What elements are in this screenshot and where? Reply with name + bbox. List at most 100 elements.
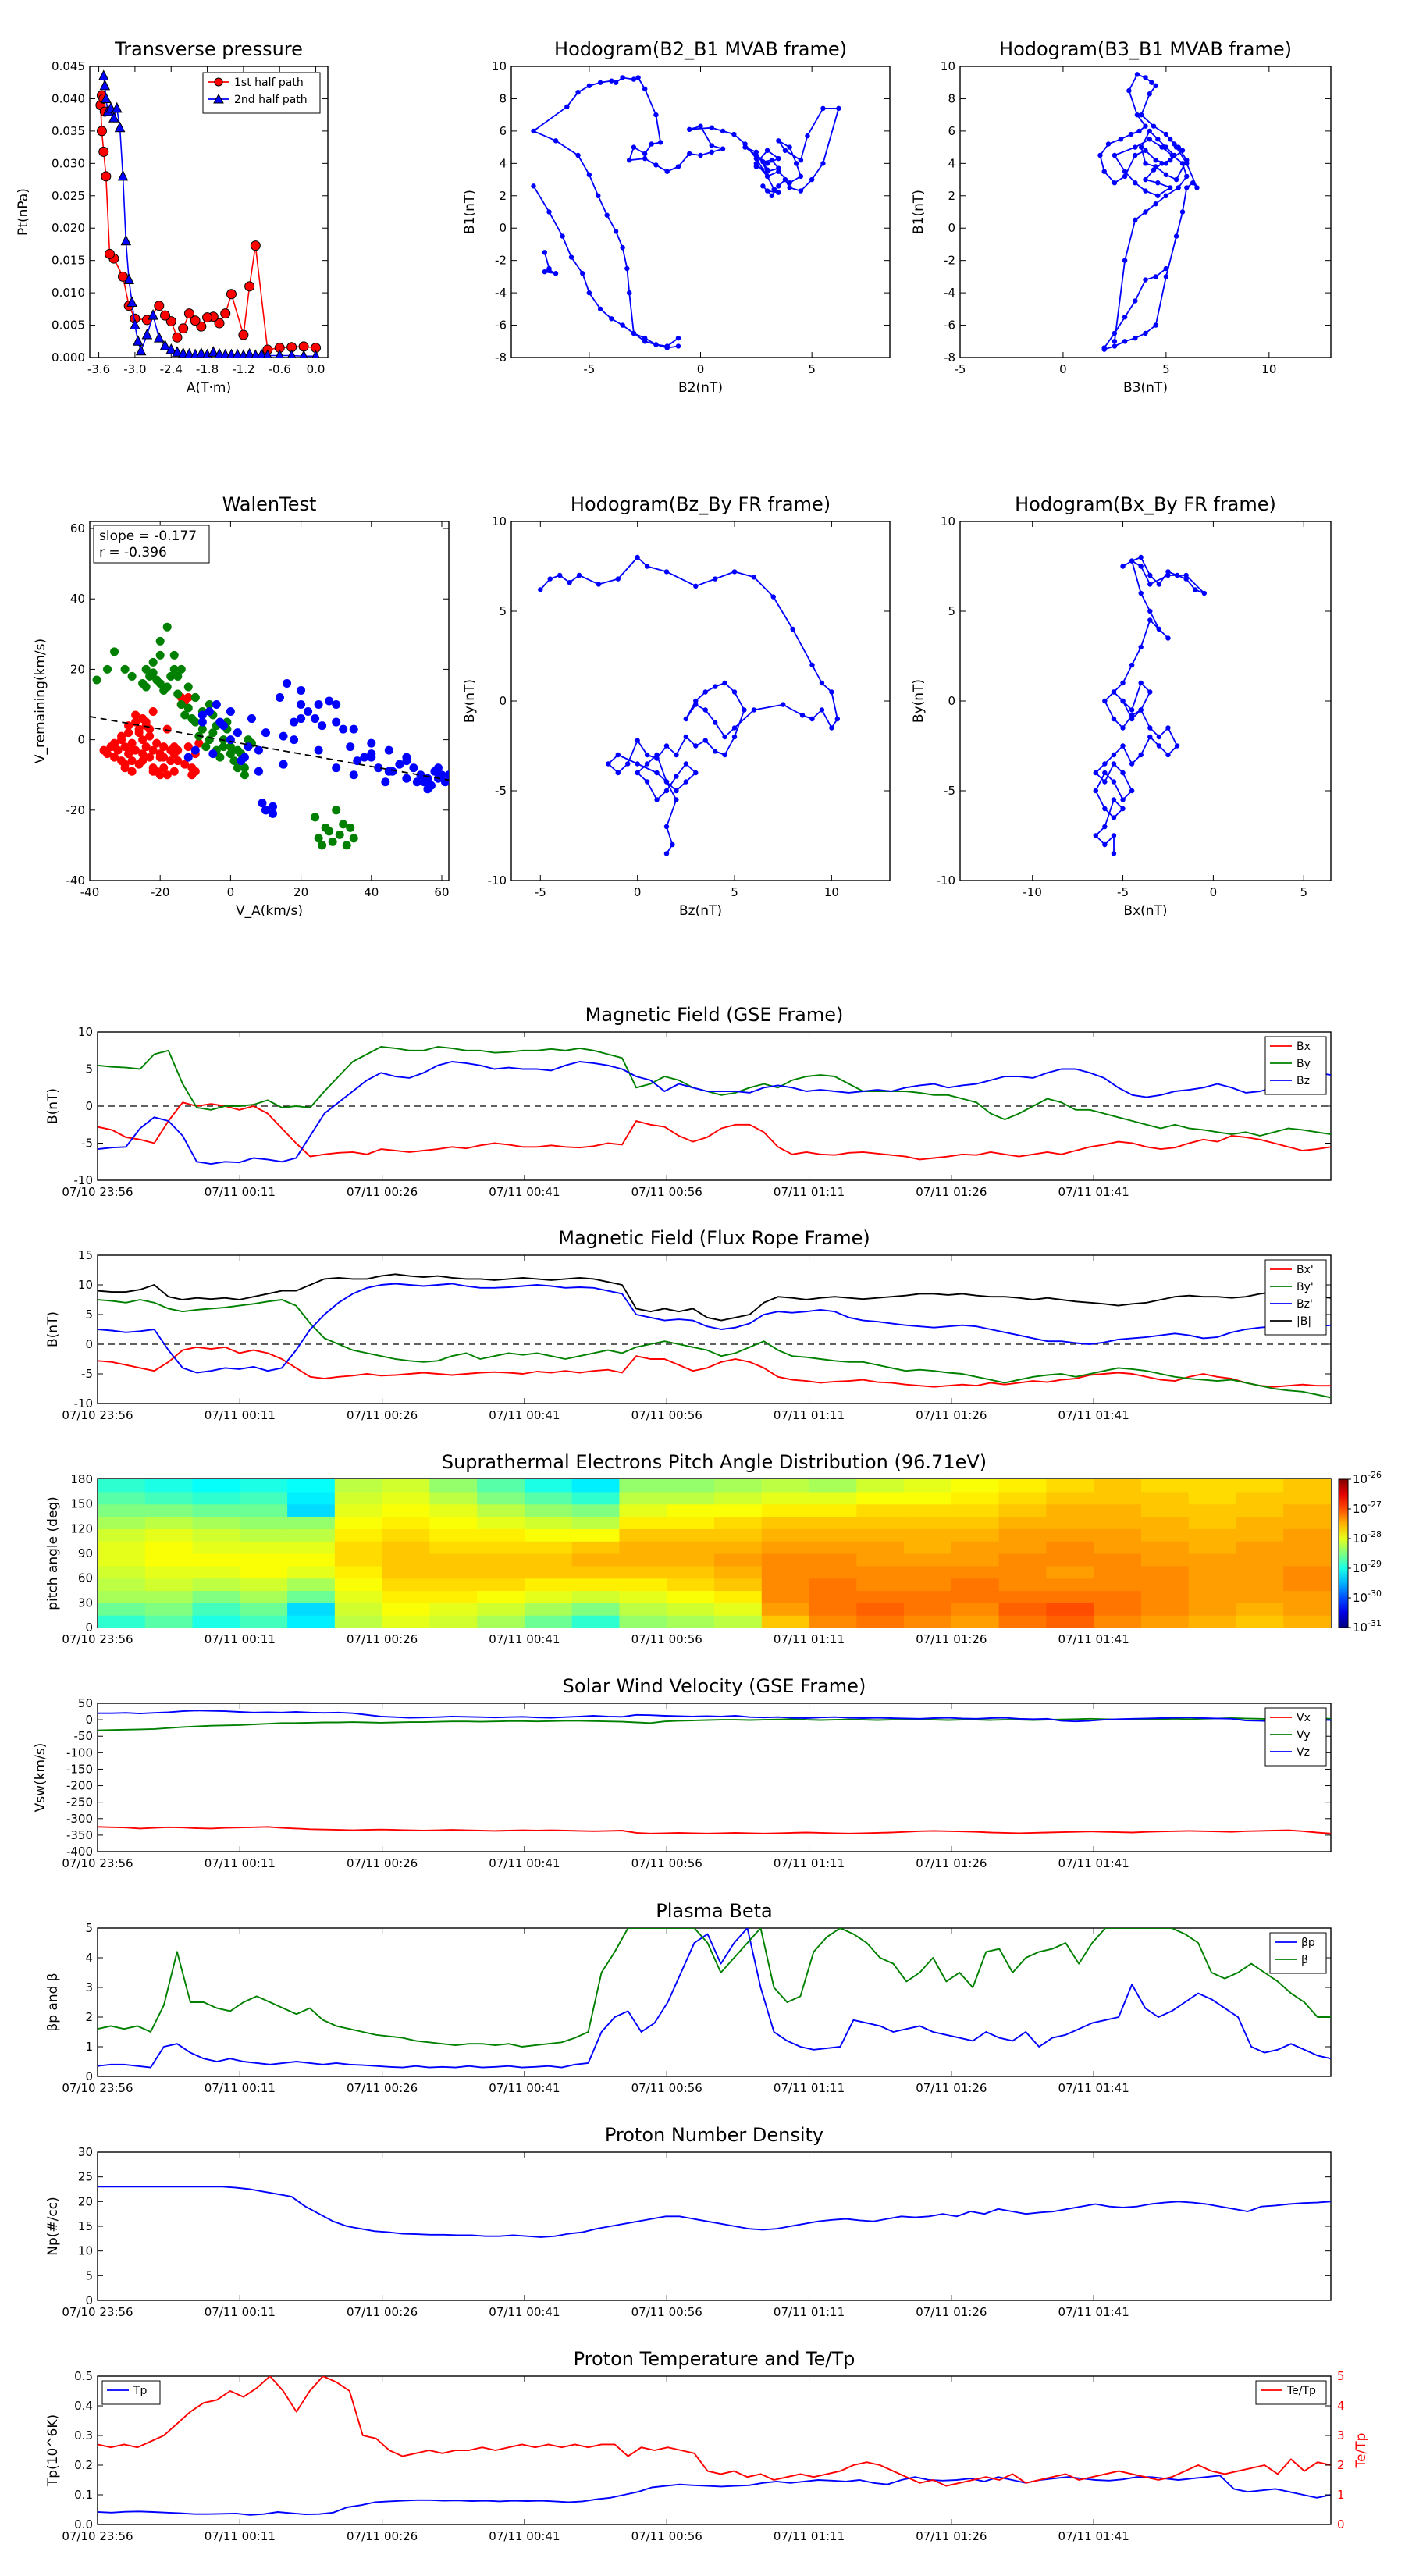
walen-point (314, 745, 323, 755)
x-tick-label: -5 (955, 362, 966, 376)
h2-point (1172, 141, 1177, 147)
pad-cell (667, 1503, 715, 1517)
np-series-line (98, 2186, 1331, 2238)
pad-cell (619, 1479, 667, 1493)
pt-data (95, 69, 322, 358)
h3-point (722, 680, 727, 686)
h1-point (764, 173, 770, 180)
h2-point (1133, 298, 1138, 304)
h2-point (1163, 274, 1169, 279)
walen-point (92, 675, 101, 685)
pad-cell (619, 1578, 667, 1592)
pad-cell (998, 1516, 1047, 1529)
h3-point (654, 756, 660, 761)
pt-point (117, 169, 129, 181)
legend-box (1264, 1259, 1327, 1336)
pt-point (184, 347, 194, 358)
walen-point (283, 678, 292, 688)
pad-cell (1094, 1516, 1142, 1529)
walen-point (261, 806, 270, 815)
h1-point (782, 176, 788, 183)
pad-cell (904, 1590, 952, 1603)
h2-point (1147, 137, 1152, 142)
y-tick-label: 1 (85, 2040, 93, 2054)
walen-point (201, 742, 211, 752)
walen-point (159, 753, 169, 762)
walen-point (374, 763, 383, 773)
y-tick-label: -2 (495, 254, 507, 268)
pt-ylabel: Pt(nPa) (16, 188, 31, 236)
pad-cell (240, 1503, 288, 1517)
walen-point (325, 827, 334, 836)
h1-path (532, 76, 840, 349)
tp-data (98, 2376, 1331, 2516)
y-tick-label: 5 (499, 604, 507, 618)
walen-point (141, 742, 151, 752)
h2-point (1112, 152, 1118, 158)
h4-point (1120, 698, 1126, 704)
pad-cell (1094, 1503, 1142, 1517)
y-tick-label: -10 (488, 873, 507, 888)
h1-point (793, 161, 799, 166)
h3-point (663, 824, 670, 830)
h3-point (751, 575, 757, 580)
pad-cell (287, 1553, 336, 1567)
pad-cell (144, 1491, 194, 1505)
walen-point (131, 710, 140, 720)
h2-point (1163, 193, 1169, 198)
pt-point (99, 79, 111, 91)
h3-point (567, 580, 572, 585)
pad-cell (904, 1528, 952, 1542)
h2-point (1179, 148, 1186, 153)
walen-point (349, 834, 358, 843)
pad-cell (951, 1553, 1000, 1567)
pad-cell (1283, 1603, 1331, 1616)
h2-title: Hodogram(B3_B1 MVAB frame) (999, 38, 1292, 60)
h3-point (693, 770, 699, 776)
pad-title: Suprathermal Electrons Pitch Angle Distr… (442, 1451, 987, 1473)
y-tick-label: 8 (948, 91, 955, 105)
pad-cell (809, 1491, 857, 1505)
mag_gse-title: Magnetic Field (GSE Frame) (585, 1004, 844, 1026)
pt-point (126, 296, 137, 308)
walen-point (314, 834, 323, 843)
walen-point (138, 735, 148, 745)
h2-point (1153, 274, 1158, 279)
walen-point (261, 728, 270, 738)
h4-point (1111, 833, 1117, 838)
h3-point (615, 752, 621, 758)
legend-label: Bz' (1297, 1298, 1313, 1311)
walen-point (166, 745, 176, 755)
h2-point (1143, 176, 1148, 183)
walen-point (384, 745, 393, 755)
walen-point (269, 809, 278, 818)
vsw-data (98, 1710, 1331, 1834)
pad-cell (192, 1615, 240, 1628)
x-tick-label: 07/11 00:11 (205, 1185, 276, 1199)
y-tick-label: 4 (948, 156, 955, 170)
pad-cell (619, 1615, 667, 1628)
h2-point (1190, 180, 1196, 186)
y-tick-label: 30 (78, 2145, 93, 2159)
np-axes: Proton Number Density 0 5 10 15 20 25 30 07/10 2… (45, 2124, 1332, 2319)
pt-point (226, 348, 237, 358)
y-tick-label: 0.1 (74, 2488, 93, 2502)
h1-point (664, 169, 670, 174)
pad-cell (1236, 1491, 1284, 1505)
h4-point (1102, 806, 1108, 812)
tp-series-line (98, 2376, 1331, 2487)
pad-cell (524, 1541, 573, 1554)
walen-point (176, 700, 186, 710)
pt-point (239, 349, 248, 358)
pad-cell (1094, 1479, 1142, 1493)
h1-point (542, 269, 547, 275)
x-tick-label: 5 (1162, 362, 1170, 376)
h3-point (644, 564, 650, 569)
walen-point (145, 731, 155, 741)
h4-point (1102, 770, 1108, 776)
y2-tick-label: 0 (1337, 2517, 1345, 2532)
pt-point (123, 273, 134, 285)
h4-point (1138, 564, 1144, 569)
pt-axes: Transverse pressure 0.000 0.005 0.010 0.015 0… (16, 38, 329, 396)
pad-cell (1188, 1578, 1237, 1592)
